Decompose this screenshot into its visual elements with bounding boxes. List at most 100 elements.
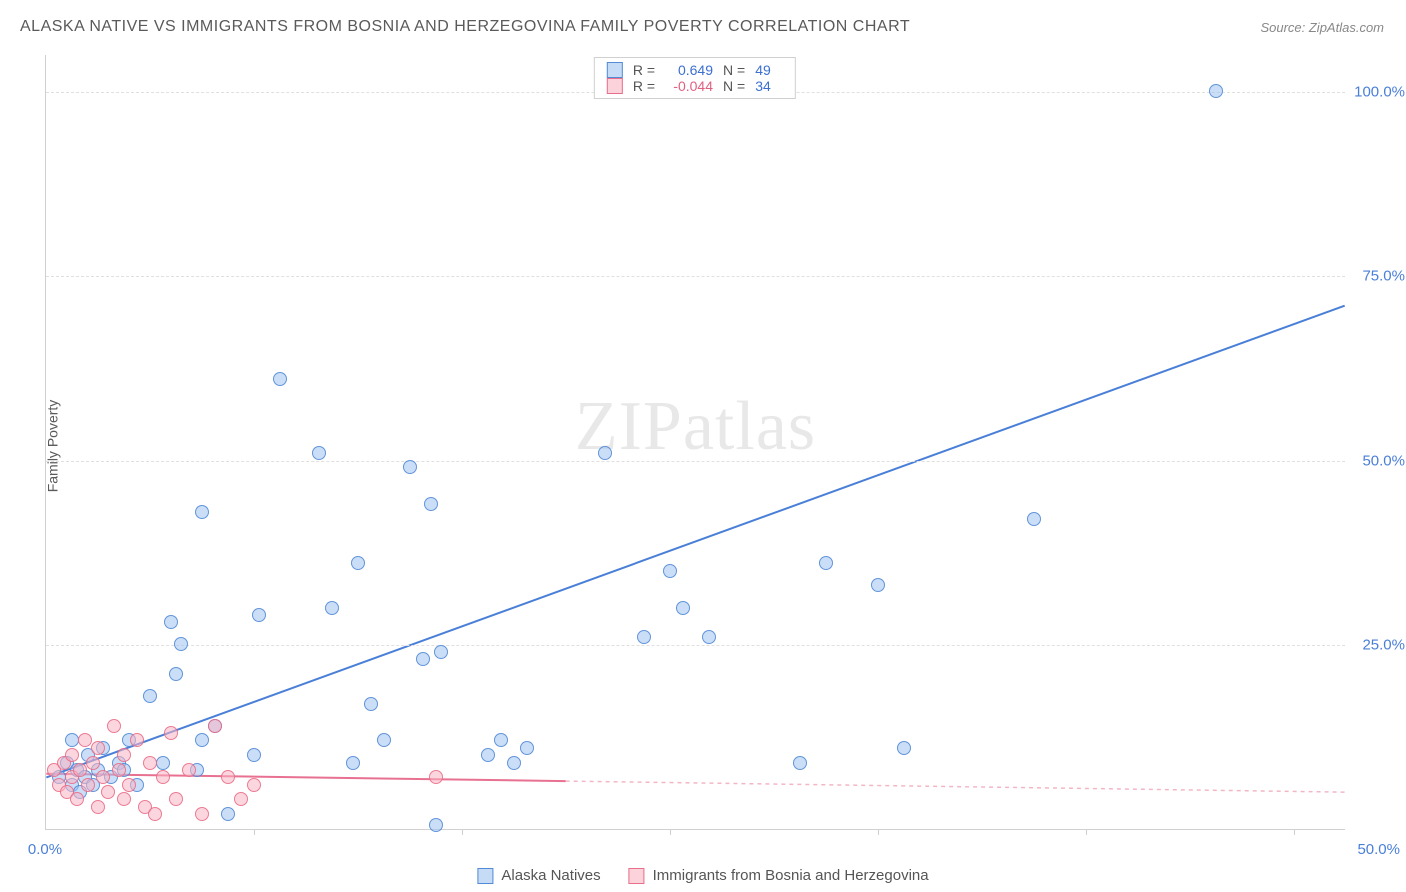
r-value-pink: -0.044	[665, 78, 713, 94]
x-minor-tick	[1086, 829, 1087, 835]
data-point-alaska	[1209, 84, 1223, 98]
legend-item-bosnia: Immigrants from Bosnia and Herzegovina	[629, 867, 929, 884]
data-point-alaska	[416, 652, 430, 666]
trend-lines	[46, 55, 1345, 829]
r-label: R =	[633, 62, 655, 78]
legend-stats-row-2: R = -0.044 N = 34	[607, 78, 783, 94]
n-label: N =	[723, 78, 745, 94]
data-point-bosnia	[107, 719, 121, 733]
y-tick-label: 100.0%	[1354, 83, 1405, 100]
data-point-alaska	[156, 756, 170, 770]
data-point-alaska	[429, 818, 443, 832]
bottom-legend: Alaska Natives Immigrants from Bosnia an…	[477, 867, 928, 884]
data-point-bosnia	[81, 778, 95, 792]
x-minor-tick	[670, 829, 671, 835]
data-point-alaska	[174, 637, 188, 651]
source-label: Source: ZipAtlas.com	[1260, 20, 1384, 35]
x-minor-tick	[254, 829, 255, 835]
trendline-dashed-bosnia	[566, 781, 1345, 792]
data-point-bosnia	[117, 792, 131, 806]
n-value-pink: 34	[755, 78, 783, 94]
data-point-bosnia	[208, 719, 222, 733]
data-point-bosnia	[164, 726, 178, 740]
legend-label-bosnia: Immigrants from Bosnia and Herzegovina	[653, 867, 929, 884]
data-point-alaska	[676, 601, 690, 615]
data-point-bosnia	[130, 733, 144, 747]
swatch-blue-icon	[477, 868, 493, 884]
watermark-zip: ZIP	[575, 388, 683, 465]
data-point-bosnia	[112, 763, 126, 777]
data-point-alaska	[351, 556, 365, 570]
r-label: R =	[633, 78, 655, 94]
data-point-bosnia	[221, 770, 235, 784]
data-point-bosnia	[96, 770, 110, 784]
data-point-alaska	[663, 564, 677, 578]
data-point-bosnia	[78, 733, 92, 747]
trendline-alaska	[46, 306, 1344, 778]
x-minor-tick	[462, 829, 463, 835]
n-label: N =	[723, 62, 745, 78]
data-point-alaska	[424, 497, 438, 511]
data-point-alaska	[247, 748, 261, 762]
data-point-alaska	[143, 689, 157, 703]
data-point-bosnia	[70, 792, 84, 806]
data-point-alaska	[871, 578, 885, 592]
data-point-alaska	[364, 697, 378, 711]
data-point-bosnia	[169, 792, 183, 806]
data-point-alaska	[195, 505, 209, 519]
data-point-alaska	[507, 756, 521, 770]
n-value-blue: 49	[755, 62, 783, 78]
y-tick-label: 75.0%	[1362, 268, 1405, 285]
data-point-bosnia	[182, 763, 196, 777]
data-point-bosnia	[156, 770, 170, 784]
data-point-bosnia	[247, 778, 261, 792]
data-point-alaska	[793, 756, 807, 770]
data-point-alaska	[897, 741, 911, 755]
data-point-alaska	[494, 733, 508, 747]
x-tick-left: 0.0%	[28, 841, 62, 858]
swatch-pink-icon	[607, 78, 623, 94]
legend-stats-row-1: R = 0.649 N = 49	[607, 62, 783, 78]
swatch-blue-icon	[607, 62, 623, 78]
data-point-bosnia	[65, 748, 79, 762]
gridline	[46, 461, 1345, 462]
data-point-alaska	[434, 645, 448, 659]
gridline	[46, 645, 1345, 646]
data-point-bosnia	[117, 748, 131, 762]
chart-area: ZIPatlas 25.0%50.0%75.0%100.0% R = 0.649…	[45, 55, 1345, 830]
data-point-alaska	[252, 608, 266, 622]
data-point-alaska	[637, 630, 651, 644]
chart-title: ALASKA NATIVE VS IMMIGRANTS FROM BOSNIA …	[20, 18, 910, 36]
legend-stats-box: R = 0.649 N = 49 R = -0.044 N = 34	[594, 57, 796, 99]
x-tick-right: 50.0%	[1357, 841, 1400, 858]
watermark-atlas: atlas	[683, 388, 816, 465]
y-tick-label: 25.0%	[1362, 637, 1405, 654]
data-point-alaska	[65, 733, 79, 747]
r-value-blue: 0.649	[665, 62, 713, 78]
data-point-bosnia	[86, 756, 100, 770]
data-point-alaska	[346, 756, 360, 770]
data-point-bosnia	[73, 763, 87, 777]
data-point-bosnia	[122, 778, 136, 792]
legend-label-alaska: Alaska Natives	[501, 867, 600, 884]
plot-region: ZIPatlas 25.0%50.0%75.0%100.0%	[45, 55, 1345, 830]
x-minor-tick	[878, 829, 879, 835]
data-point-bosnia	[101, 785, 115, 799]
data-point-alaska	[221, 807, 235, 821]
data-point-alaska	[702, 630, 716, 644]
data-point-bosnia	[195, 807, 209, 821]
data-point-bosnia	[429, 770, 443, 784]
y-tick-label: 50.0%	[1362, 452, 1405, 469]
x-minor-tick	[1294, 829, 1295, 835]
data-point-alaska	[598, 446, 612, 460]
data-point-bosnia	[234, 792, 248, 806]
data-point-alaska	[819, 556, 833, 570]
data-point-alaska	[377, 733, 391, 747]
data-point-alaska	[312, 446, 326, 460]
data-point-alaska	[195, 733, 209, 747]
data-point-alaska	[403, 460, 417, 474]
data-point-alaska	[273, 372, 287, 386]
data-point-alaska	[325, 601, 339, 615]
data-point-alaska	[169, 667, 183, 681]
gridline	[46, 276, 1345, 277]
